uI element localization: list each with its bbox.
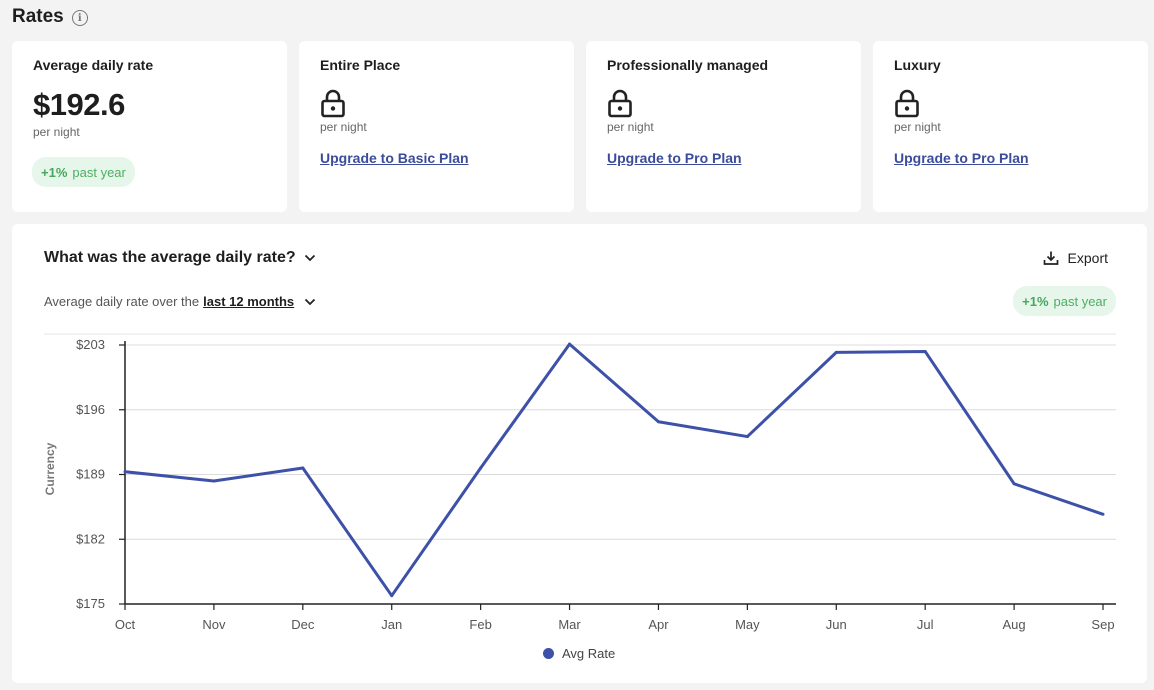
- y-tick-label: $189: [76, 467, 105, 482]
- period-dropdown[interactable]: last 12 months: [203, 294, 295, 309]
- x-tick-label: Mar: [558, 617, 581, 632]
- question-dropdown[interactable]: What was the average daily rate?: [44, 249, 316, 267]
- y-axis-label: Currency: [43, 442, 57, 495]
- data-point: [923, 349, 927, 353]
- data-point: [834, 350, 838, 354]
- data-point: [123, 470, 127, 474]
- data-point: [1101, 512, 1105, 516]
- y-tick-label: $196: [76, 402, 105, 417]
- question-title: What was the average daily rate?: [44, 249, 296, 266]
- x-tick-label: Sep: [1091, 617, 1114, 632]
- data-point: [390, 594, 394, 598]
- card-title: Average daily rate: [33, 57, 154, 73]
- data-point: [301, 466, 305, 470]
- series-line: [124, 342, 1104, 598]
- card-value: $192.6: [33, 87, 125, 122]
- lock-icon: [321, 89, 345, 118]
- info-icon[interactable]: i: [71, 10, 88, 26]
- subtitle-prefix: Average daily rate over the: [44, 294, 200, 309]
- chevron-down-icon: [304, 254, 315, 262]
- page-header: Rates i: [12, 6, 88, 28]
- change-text: past year: [1053, 293, 1107, 309]
- card-sub: per night: [320, 120, 367, 134]
- change-value: +1%: [1022, 293, 1049, 309]
- x-tick-label: Aug: [1003, 617, 1026, 632]
- chart-subtitle: Average daily rate over the last 12 mont…: [44, 294, 316, 309]
- upgrade-basic-link[interactable]: Upgrade to Basic Plan: [320, 150, 469, 166]
- data-point: [745, 435, 749, 439]
- card-professionally-managed: Professionally managed per night Upgrade…: [586, 41, 861, 212]
- legend-dot: [543, 648, 554, 659]
- upgrade-pro-link[interactable]: Upgrade to Pro Plan: [894, 150, 1029, 166]
- x-tick-label: May: [735, 617, 760, 632]
- x-tick-label: Apr: [648, 617, 669, 632]
- x-tick-label: Dec: [291, 617, 315, 632]
- upgrade-pro-link[interactable]: Upgrade to Pro Plan: [607, 150, 742, 166]
- x-tick-label: Nov: [202, 617, 226, 632]
- export-button[interactable]: Export: [1043, 250, 1108, 266]
- card-title: Professionally managed: [607, 57, 769, 73]
- change-badge: +1% past year: [32, 157, 135, 187]
- x-tick-label: Jun: [826, 617, 847, 632]
- card-sub: per night: [607, 120, 654, 134]
- card-sub: per night: [894, 120, 941, 134]
- chart-legend: Avg Rate: [543, 646, 615, 661]
- card-title: Luxury: [894, 57, 941, 73]
- lock-icon: [895, 89, 919, 118]
- change-badge: +1% past year: [1013, 286, 1116, 316]
- card-luxury: Luxury per night Upgrade to Pro Plan: [873, 41, 1148, 212]
- x-tick-label: Oct: [115, 617, 136, 632]
- x-tick-label: Jul: [917, 617, 934, 632]
- download-icon: [1043, 251, 1058, 265]
- card-sub: per night: [33, 125, 80, 139]
- data-point: [656, 420, 660, 424]
- lock-icon: [608, 89, 632, 118]
- page-title: Rates: [12, 6, 64, 27]
- export-label: Export: [1067, 250, 1108, 266]
- y-tick-label: $182: [76, 531, 105, 546]
- line-chart: $175 $182 $189 $196 $203 Currency Oct Nov Dec Jan…: [43, 333, 1116, 632]
- y-tick-label: $203: [76, 337, 105, 352]
- card-entire-place: Entire Place per night Upgrade to Basic …: [299, 41, 574, 212]
- chevron-down-icon[interactable]: [304, 298, 316, 306]
- y-tick-label: $175: [76, 596, 105, 611]
- change-value: +1%: [41, 164, 68, 180]
- chart-panel: What was the average daily rate? Export …: [12, 224, 1147, 683]
- data-point: [1012, 482, 1016, 486]
- data-point: [568, 342, 572, 346]
- change-text: past year: [72, 164, 126, 180]
- card-title: Entire Place: [320, 57, 401, 73]
- data-point: [479, 466, 483, 470]
- x-tick-label: Feb: [469, 617, 491, 632]
- card-average-daily-rate: Average daily rate $192.6 per night +1% …: [12, 41, 287, 212]
- data-point: [212, 479, 216, 483]
- x-tick-label: Jan: [381, 617, 402, 632]
- legend-label: Avg Rate: [562, 646, 616, 661]
